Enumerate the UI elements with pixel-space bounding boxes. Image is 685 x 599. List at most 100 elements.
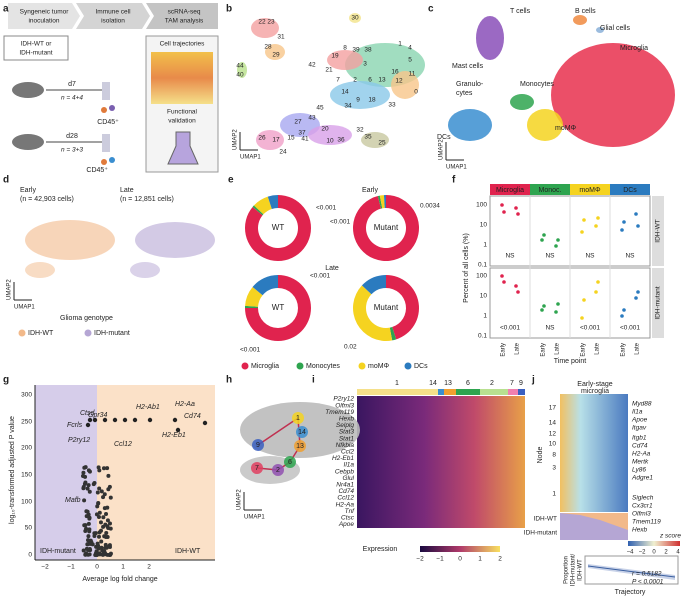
tick-label: 12 [549,431,557,438]
gene-point [83,529,88,534]
axis-label: UMAP1 [14,305,35,311]
cell-cluster [573,15,587,25]
row-strip [652,268,664,338]
tick-label: 2 [498,556,502,563]
gene-point [108,551,113,556]
legend-label: Monocytes [306,363,340,370]
gene-label: Glul [342,475,354,482]
tick-label: Early [501,343,507,357]
label: IDH-WT or [21,41,53,48]
gene-point [106,473,111,478]
label: 15 [287,135,295,142]
gene-point [105,544,110,549]
header: Microglia [496,187,524,194]
label: <0.001 [620,325,640,332]
label: 21 [325,67,333,74]
axis-label: UMAP2 [233,129,239,150]
label: 6 [288,459,292,466]
gene-point [91,482,96,487]
gene-point [96,534,101,539]
dot [554,244,558,248]
label: 1 [398,41,402,48]
label: TAM analysis [165,18,204,25]
label: <0.001 [580,325,600,332]
tick-label: 8 [552,452,556,459]
label: n = 4+4 [61,95,83,102]
label: 43 [308,115,316,122]
row-strip [652,196,664,266]
label: 41 [301,136,309,143]
gene-point [96,465,101,470]
gene-point [97,486,102,491]
header-strip [490,184,530,195]
label: moMΦ [555,125,577,132]
gene-point [97,468,102,473]
label: 0.02 [344,344,357,351]
label: scRNA-seq [168,9,201,16]
label: 9 [519,380,523,387]
label: 1 [395,380,399,387]
label: cytes [456,90,473,97]
label: 35 [364,134,372,141]
label: 45 [316,105,324,112]
label: 9 [356,97,360,104]
header: Monoc. [539,187,562,194]
dot [622,308,626,312]
dot [622,220,626,224]
gene-label: Stat1 [339,435,355,442]
gene-point [95,541,100,546]
gene-label: Olfml3 [335,402,354,409]
tube [102,134,110,152]
dot [540,238,544,242]
tick-label: 100 [21,499,32,506]
label: 7 [336,77,340,84]
label: 16 [391,69,399,76]
header-strip [530,184,570,195]
donut-segment [386,275,419,340]
label: 39 [352,47,360,54]
gene-label: Stat3 [339,429,355,436]
gene-label: H2-Eb1 [332,455,354,462]
cell [109,157,115,163]
dot [502,280,506,284]
axis-label: UMAP1 [240,155,261,161]
label: Cell trajectories [160,41,206,48]
gene-point [83,474,88,479]
label: Early-stage [577,381,613,388]
label: <0.001 [500,325,520,332]
label: 1 [296,415,300,422]
label: 22 [258,19,266,26]
label: IDH-mutant/ [571,553,577,586]
donut-segment [245,195,311,261]
gene-point [107,545,112,550]
gene-label: Mafb [65,497,81,504]
gene-point [105,505,110,510]
dot [540,308,544,312]
dot [620,228,624,232]
label: 36 [337,137,345,144]
label: Expression [363,546,398,553]
gene-label: Siglech [632,495,654,502]
legend-swatch [18,329,26,337]
label: NS [545,253,555,260]
gene-point [87,489,92,494]
label: <0.001 [316,205,336,212]
gene-label: Ccl12 [337,495,354,502]
step-box [8,3,80,29]
panel-letter: j [531,375,535,386]
gene-point [87,417,93,423]
gene-point [82,498,87,503]
dot [582,218,586,222]
gene-label: Ly86 [632,467,646,474]
label: NS [585,253,595,260]
gene-point [112,417,118,423]
label: Glioma genotype [60,315,113,322]
label: NS [625,253,635,260]
donut-segment [389,327,397,341]
label: 6 [368,77,372,84]
donut-segment [377,195,383,209]
cluster-bar [456,389,480,395]
label: (n = 42,903 cells) [20,196,74,203]
donut-segment [267,195,278,209]
gene-label: Ctsc [341,515,355,522]
